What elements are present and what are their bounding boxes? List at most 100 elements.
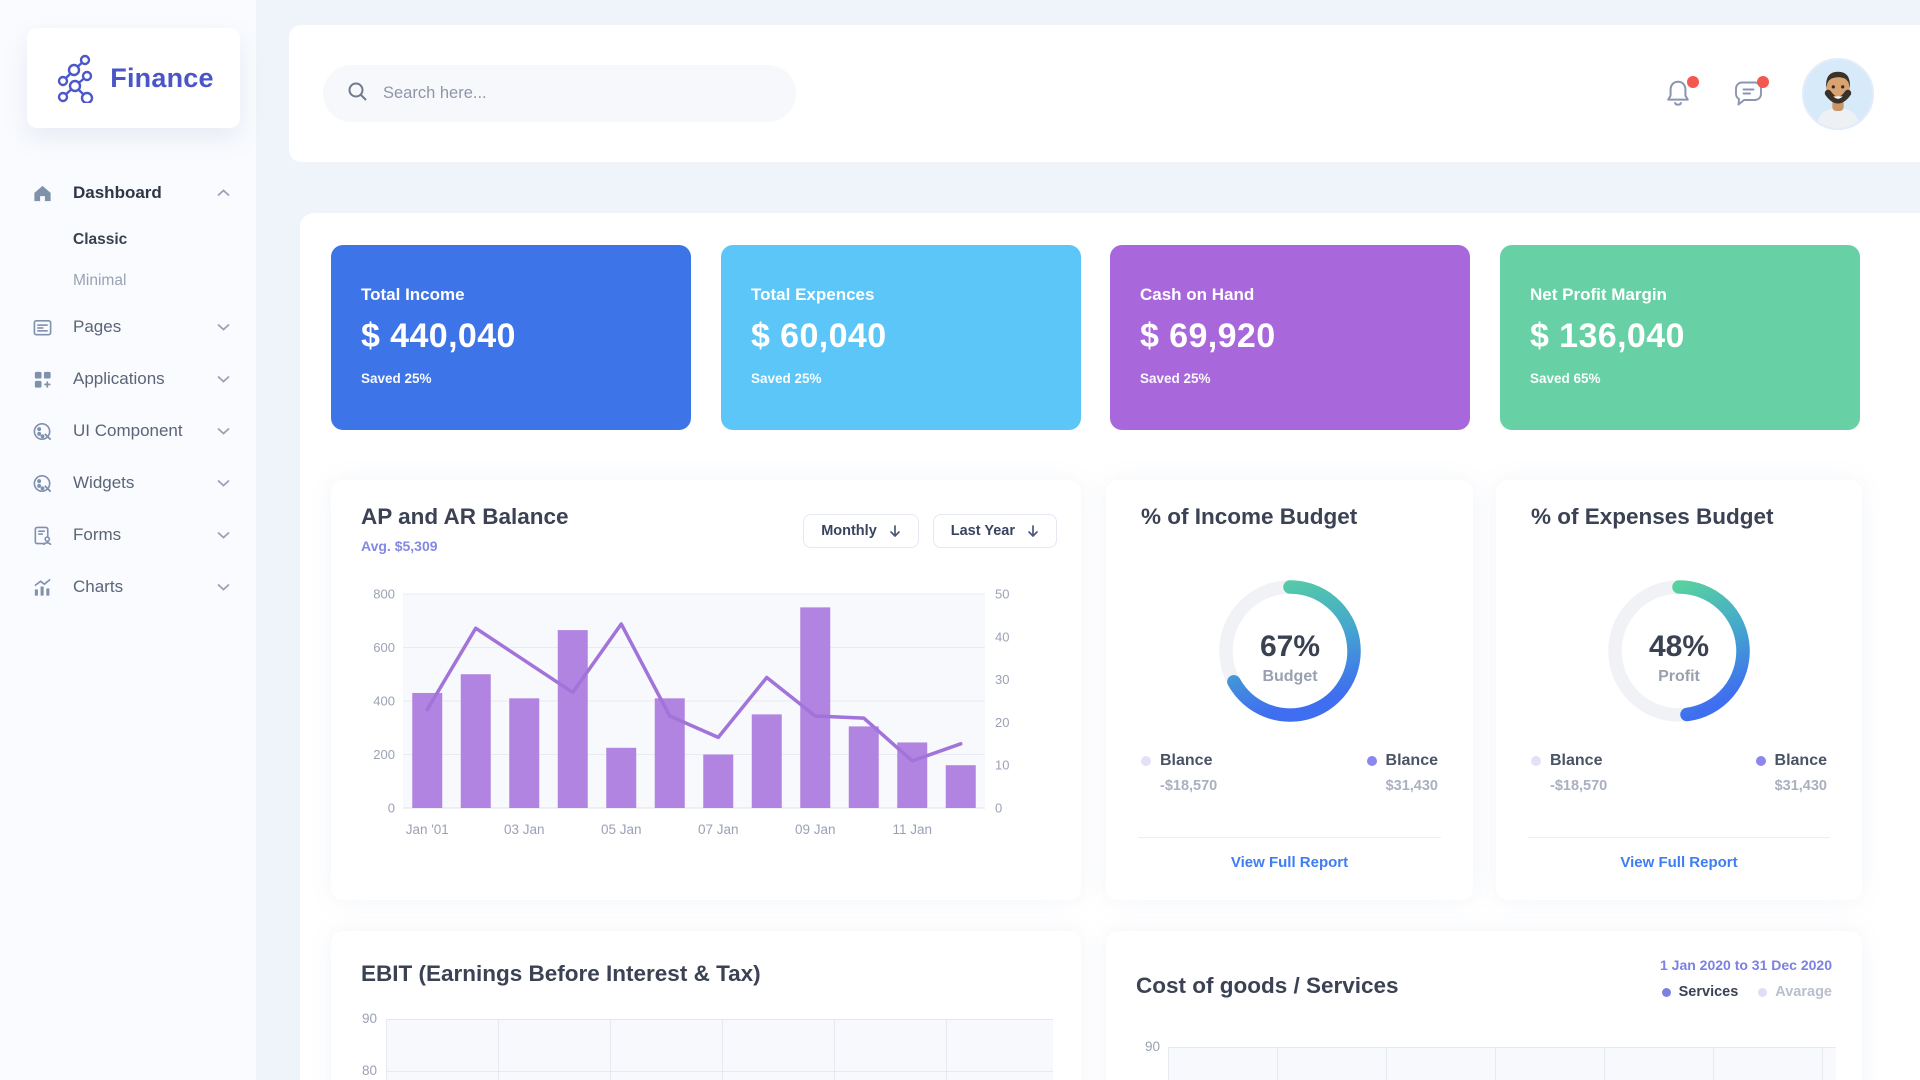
stat-value: $ 60,040: [751, 317, 887, 355]
svg-text:200: 200: [373, 747, 395, 762]
stat-card-total-expences: Total Expences $ 60,040 Saved 25%: [721, 245, 1081, 430]
stat-title: Total Expences: [751, 285, 875, 304]
legend-item-services[interactable]: Services: [1661, 984, 1738, 1000]
divider: [1528, 837, 1830, 838]
arrow-down-icon: [889, 525, 900, 537]
legend-item: Blance $31,430: [1755, 752, 1827, 794]
legend-dot: [1661, 987, 1671, 997]
ebit-title: EBIT (Earnings Before Interest & Tax): [361, 961, 761, 986]
legend-label: Blance: [1774, 752, 1827, 769]
applications-icon: [30, 369, 54, 390]
svg-text:11 Jan: 11 Jan: [892, 822, 932, 837]
y-axis-tick: 90: [361, 1011, 377, 1026]
sidebar-subitem-classic[interactable]: Classic: [73, 230, 128, 248]
user-avatar[interactable]: [1802, 57, 1874, 130]
home-icon: [30, 183, 54, 204]
chevron-down-icon: [217, 474, 230, 492]
bar-chart-icon: [30, 577, 54, 598]
legend-item: Blance -$18,570: [1531, 752, 1607, 794]
income-budget-donut: 67% Budget: [1218, 580, 1361, 722]
chevron-down-icon: [217, 370, 230, 388]
legend-dot: [1366, 756, 1377, 766]
donut-percent: 48%: [1649, 630, 1709, 663]
arrow-down-icon: [1028, 525, 1038, 537]
income-budget-card: % of Income Budget 67% Budget Blance -$1…: [1106, 480, 1473, 900]
svg-text:50: 50: [995, 587, 1009, 602]
legend-dot: [1531, 756, 1541, 766]
main-content: Total Income $ 440,040 Saved 25% Total E…: [300, 213, 1920, 1080]
legend-value: -$18,570: [1160, 778, 1218, 794]
svg-text:10: 10: [995, 758, 1009, 773]
chevron-down-icon: [217, 526, 230, 544]
legend-item-avarage[interactable]: Avarage: [1758, 984, 1832, 1000]
apar-filters: Monthly Last Year: [803, 514, 1057, 548]
range-dropdown[interactable]: Last Year: [932, 514, 1057, 548]
stat-value: $ 69,920: [1140, 317, 1276, 355]
message-badge: [1757, 75, 1769, 88]
expenses-budget-title: % of Expenses Budget: [1531, 504, 1774, 529]
apar-combo-chart: 0 200 400 600 800 0 10 20 30 40 50 Jan '01 03 Jan 05 …: [353, 580, 1059, 859]
chevron-down-icon: [217, 422, 230, 440]
stat-card-net-profit-margin: Net Profit Margin $ 136,040 Saved 65%: [1500, 245, 1860, 430]
period-dropdown[interactable]: Monthly: [803, 514, 919, 548]
legend-dot: [1141, 756, 1151, 766]
notifications-button[interactable]: [1662, 75, 1699, 111]
sidebar-item-dashboard[interactable]: Dashboard: [0, 167, 256, 219]
brand-name: Finance: [110, 62, 214, 93]
legend-value: -$18,570: [1550, 778, 1608, 794]
stat-card-cash-on-hand: Cash on Hand $ 69,920 Saved 25%: [1110, 245, 1470, 430]
notification-badge: [1687, 75, 1699, 88]
svg-text:0: 0: [388, 801, 395, 816]
stat-title: Total Income: [361, 285, 465, 304]
apar-title: AP and AR Balance: [361, 504, 569, 529]
messages-button[interactable]: [1732, 75, 1769, 111]
svg-text:800: 800: [373, 587, 395, 602]
sidebar-item-pages[interactable]: Pages: [0, 301, 256, 353]
topbar-actions: [1662, 25, 1874, 162]
chevron-up-icon: [217, 184, 230, 202]
stat-note: Saved 25%: [1140, 371, 1211, 386]
svg-text:600: 600: [373, 640, 395, 655]
svg-text:05 Jan: 05 Jan: [601, 822, 642, 837]
legend-label: Blance: [1160, 752, 1213, 769]
ebit-plot-area: [386, 1019, 1053, 1080]
sidebar-item-applications[interactable]: Applications: [0, 353, 256, 405]
divider: [1138, 837, 1441, 838]
ebit-card: EBIT (Earnings Before Interest & Tax) 90…: [331, 931, 1081, 1080]
stat-title: Cash on Hand: [1140, 285, 1255, 304]
apar-average: Avg. $5,309: [361, 538, 438, 554]
donut-arc: [1672, 580, 1750, 722]
sidebar-item-widgets[interactable]: Widgets: [0, 457, 256, 509]
sidebar-item-forms[interactable]: Forms: [0, 509, 256, 561]
chevron-down-icon: [217, 318, 230, 336]
stat-card-total-income: Total Income $ 440,040 Saved 25%: [331, 245, 691, 430]
sidebar-item-label: Charts: [73, 577, 124, 596]
svg-text:03 Jan: 03 Jan: [504, 822, 545, 837]
sidebar-item-ui-component[interactable]: UI Component: [0, 405, 256, 457]
legend-dot: [1755, 756, 1766, 766]
brand-logo[interactable]: Finance: [27, 28, 240, 128]
stat-title: Net Profit Margin: [1530, 285, 1667, 304]
palette-icon: [30, 421, 54, 442]
view-full-report-link[interactable]: View Full Report: [1230, 854, 1349, 871]
search-input[interactable]: [383, 84, 772, 103]
legend-item: Blance $31,430: [1366, 752, 1438, 794]
cost-of-goods-card: Cost of goods / Services 1 Jan 2020 to 3…: [1106, 931, 1862, 1080]
donut-percent: 67%: [1259, 630, 1319, 663]
search-icon: [347, 81, 368, 107]
legend-value: $31,430: [1385, 778, 1438, 794]
avatar-photo: [1804, 59, 1872, 128]
sidebar-item-charts[interactable]: Charts: [0, 561, 256, 613]
view-full-report-link[interactable]: View Full Report: [1620, 854, 1738, 871]
bell-icon: [1667, 80, 1689, 106]
legend-label: Avarage: [1775, 984, 1832, 1000]
y-axis-tick: 80: [361, 1063, 377, 1078]
sidebar-item-label: Dashboard: [73, 183, 162, 202]
donut-arc: [1226, 580, 1361, 722]
stat-value: $ 440,040: [361, 317, 516, 355]
legend-item: Blance -$18,570: [1141, 752, 1217, 794]
sidebar-subitem-minimal[interactable]: Minimal: [73, 271, 127, 289]
y-axis-tick: 90: [1144, 1039, 1160, 1054]
svg-text:Jan '01: Jan '01: [406, 822, 449, 837]
search-bar[interactable]: [323, 65, 796, 122]
